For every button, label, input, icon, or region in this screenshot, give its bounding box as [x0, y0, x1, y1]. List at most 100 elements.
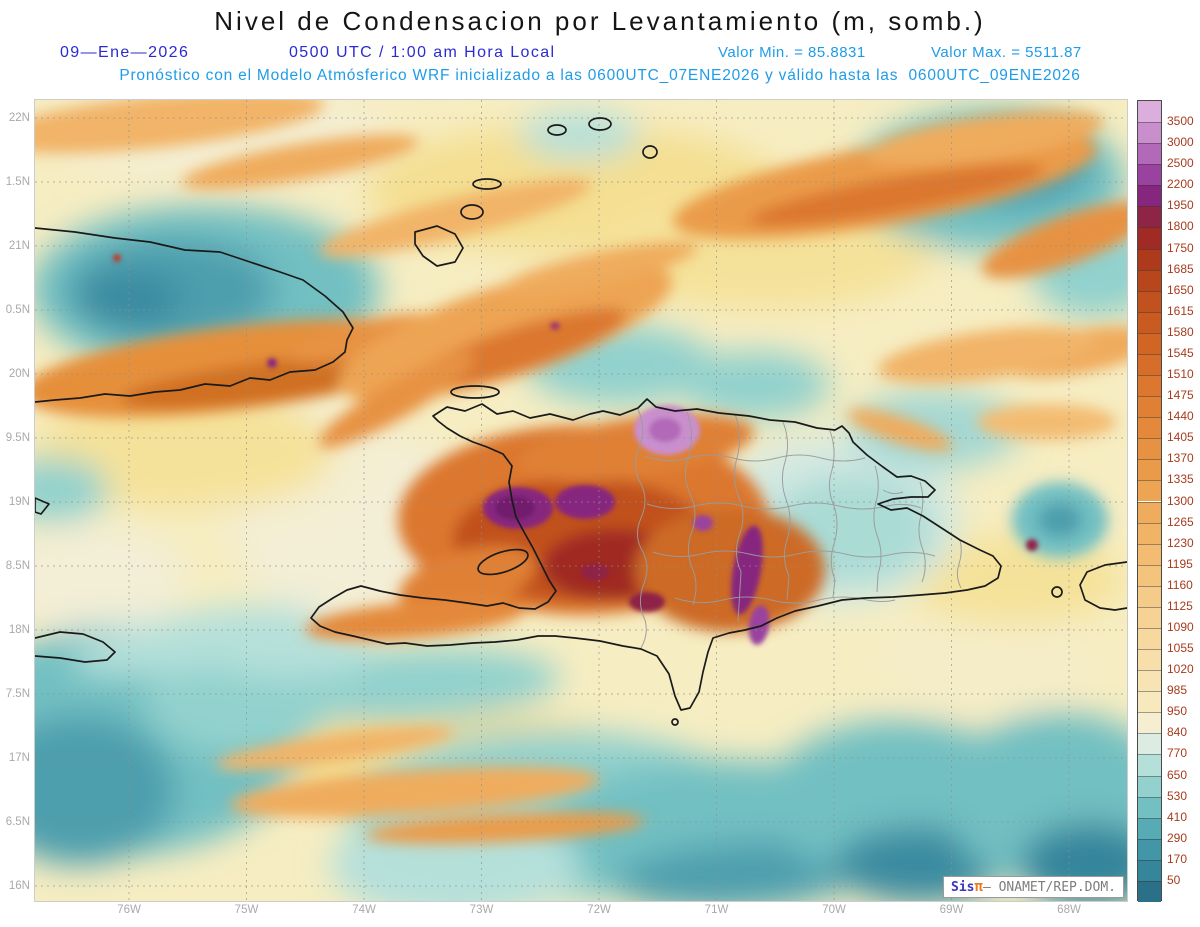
colorbar-swatch [1138, 712, 1161, 734]
colorbar-level-label: 1055 [1167, 641, 1194, 656]
x-tick-label: 74W [352, 904, 376, 916]
colorbar-level-label: 2500 [1167, 156, 1194, 171]
field-orange-streaks [35, 100, 1127, 844]
colorbar-swatch [1138, 606, 1161, 628]
colorbar-swatch [1138, 754, 1161, 776]
colorbar-level-label: 1650 [1167, 282, 1194, 297]
colorbar-swatch [1138, 817, 1161, 839]
mona-island-outline [1051, 586, 1063, 598]
y-tick-label: 19N [8, 496, 30, 508]
gonave-island-outline [477, 548, 529, 576]
y-tick-label: 20N [8, 368, 30, 380]
colorbar-level-label: 3000 [1167, 135, 1194, 150]
y-tick-label: 17N [8, 752, 30, 764]
colorbar-level-label: 1800 [1167, 219, 1194, 234]
colorbar-swatch [1138, 227, 1161, 249]
colorbar-swatch [1138, 206, 1161, 228]
watermark: Sis π — ONAMET/REP.DOM. [943, 876, 1124, 898]
x-tick-label: 71W [704, 904, 729, 916]
colorbar-level-label: 1685 [1167, 261, 1194, 276]
x-tick-label: 75W [234, 904, 259, 916]
cuba-outline [35, 227, 354, 403]
colorbar-level-label: 1125 [1167, 598, 1193, 613]
colorbar-level-label: 1370 [1167, 451, 1194, 466]
forecast-time: 0500 UTC / 1:00 am Hora Local [289, 44, 556, 61]
colorbar-level-label: 650 [1167, 767, 1188, 782]
colorbar-level-label: 840 [1167, 725, 1188, 740]
coastlines [35, 117, 1127, 726]
colorbar-swatch [1138, 627, 1161, 650]
jamaica-outline [35, 631, 116, 663]
colorbar-level-label: 1160 [1167, 577, 1193, 592]
colorbar-swatch [1138, 585, 1161, 607]
colorbar-level-label: 1750 [1167, 240, 1194, 255]
y-tick-label: 6.5N [5, 816, 30, 828]
colorbar-swatch [1138, 332, 1161, 354]
colorbar-swatch [1138, 649, 1161, 671]
colorbar-level-label: 770 [1167, 746, 1188, 761]
colorbar-swatch [1138, 775, 1161, 797]
colorbar-level-label: 1405 [1167, 430, 1194, 445]
x-tick-label: 68W [1057, 904, 1081, 916]
mayaguana-outline [472, 178, 502, 190]
colorbar-level-label: 1195 [1167, 556, 1193, 571]
caicos-islet-outline [588, 117, 612, 131]
puerto-rico-outline [1079, 561, 1127, 611]
watermark-brand: Sis [951, 879, 975, 895]
x-tick-label: 72W [587, 904, 611, 916]
min-value-label: Valor Min. = 85.8831 [718, 44, 866, 61]
x-tick-label: 73W [469, 904, 494, 916]
colorbar-swatch [1138, 501, 1161, 523]
colorbar-swatch [1138, 290, 1161, 312]
colorbar-swatch [1138, 375, 1161, 397]
y-tick-label: 0.5N [5, 304, 30, 316]
colorbar-swatch [1138, 670, 1161, 692]
colorbar-level-label: 1440 [1167, 409, 1194, 424]
map-plot-area: Sis π — ONAMET/REP.DOM. [34, 99, 1128, 902]
colorbar-swatch [1138, 122, 1161, 144]
colorbar-swatch [1138, 438, 1161, 460]
colorbar-swatch [1138, 101, 1161, 123]
y-tick-label: 1.5N [5, 176, 30, 188]
colorbar-swatch [1138, 143, 1161, 165]
tortuga-island-outline [450, 385, 500, 399]
colorbar-swatch [1138, 269, 1161, 291]
colorbar-level-label: 1020 [1167, 662, 1194, 677]
colorbar-level-label: 410 [1167, 809, 1188, 824]
colorbar-level-label: 1265 [1167, 514, 1194, 529]
watermark-pi-icon: π [974, 879, 983, 895]
colorbar-level-label: 290 [1167, 830, 1188, 845]
colorbar-level-label: 1300 [1167, 493, 1194, 508]
colorbar-swatch [1138, 311, 1161, 333]
y-tick-label: 22N [8, 112, 30, 124]
y-tick-label: 21N [8, 240, 30, 252]
x-tick-label: 69W [939, 904, 964, 916]
colorbar-swatch [1138, 353, 1161, 376]
field-purple-maxima [113, 254, 1038, 645]
forecast-date: 09—Ene—2026 [60, 44, 190, 61]
colorbar-swatch [1138, 838, 1161, 860]
colorbar-swatch [1138, 417, 1161, 439]
y-tick-label: 8.5N [5, 560, 30, 572]
colorbar-swatch [1138, 164, 1161, 186]
colorbar-swatch [1138, 396, 1161, 418]
colorbar-level-label: 1090 [1167, 619, 1194, 634]
province-borders [635, 408, 962, 649]
colorbar-swatch [1138, 733, 1161, 755]
colorbar-level-label: 170 [1167, 851, 1188, 866]
colorbar-swatch [1138, 185, 1161, 207]
colorbar-swatch [1138, 543, 1161, 565]
colorbar-level-label: 1580 [1167, 324, 1194, 339]
colorbar-level-label: 1950 [1167, 198, 1194, 213]
colorbar [1137, 100, 1162, 902]
colorbar-swatch [1138, 564, 1161, 586]
hispaniola-outline [310, 398, 1002, 711]
lat-lon-gridlines [35, 100, 1127, 901]
colorbar-level-label: 50 [1167, 872, 1181, 887]
page-title: Nivel de Condensacion por Levantamiento … [214, 6, 986, 36]
colorbar-level-label: 950 [1167, 704, 1188, 719]
lcl-field-map [35, 100, 1127, 901]
colorbar-level-label: 1230 [1167, 535, 1194, 550]
y-tick-label: 18N [8, 624, 30, 636]
